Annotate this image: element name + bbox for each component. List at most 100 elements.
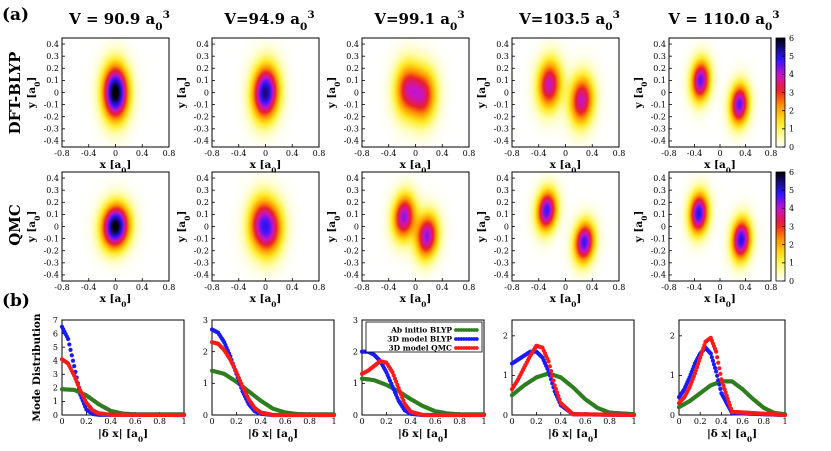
profile-xlabel: |δ x| [a0] [248, 428, 298, 444]
colorbar-tick-label: 6 [789, 34, 794, 43]
heatmap-ytick-label: -0.4 [44, 271, 59, 280]
heatmap-ytick-label: 0.2 [346, 64, 359, 73]
heatmap-ytick-label: 0 [204, 88, 209, 97]
heatmap-ytick-label: 0.1 [46, 76, 59, 85]
panel-label-a: (a) [2, 5, 29, 25]
heatmap-ytick-label: -0.2 [651, 113, 666, 122]
heatmap-xtick-label: 0.4 [739, 283, 752, 292]
heatmap-xtick-label: -0.8 [504, 283, 519, 292]
heatmap-ytick-label: 0.3 [196, 186, 209, 195]
profile-xtick-label: 0.2 [230, 417, 243, 426]
heatmap-ytick-label: -0.3 [651, 259, 666, 268]
heatmap-ytick-label: 0.4 [46, 40, 59, 49]
heatmap-ytick-label: 0.3 [196, 52, 209, 61]
heatmap-xtick-label: -0.8 [54, 283, 69, 292]
heatmap-ytick-label: -0.2 [651, 247, 666, 256]
heatmap-xtick-label: 0 [413, 283, 418, 292]
heatmap-xtick-label: 0 [113, 149, 118, 158]
heatmap-xtick-label: 0.8 [163, 149, 176, 158]
heatmap-xtick-label: 0.8 [765, 283, 778, 292]
heatmap-xtick-label: 0 [413, 149, 418, 158]
heatmap-image-2-2 [212, 172, 319, 281]
heatmap-xtick-label: 0.8 [463, 283, 476, 292]
profile-xlabel: |δ x| [a0] [398, 428, 448, 444]
profile-xtick-label: 1 [481, 417, 486, 426]
heatmap-xtick-label: 0.8 [463, 149, 476, 158]
heatmap-ytick-label: -0.3 [344, 259, 359, 268]
heatmap-xtick-label: -0.4 [381, 149, 396, 158]
heatmap-xtick-label: 0.4 [436, 283, 449, 292]
heatmap-xtick-label: -0.4 [231, 283, 246, 292]
heatmap-ylabel: y [a0] [633, 211, 649, 244]
profile-xtick-label: 1 [782, 417, 787, 426]
heatmap-ytick-label: -0.1 [494, 100, 509, 109]
profile-xtick-label: 0.4 [715, 417, 728, 426]
heatmap-ytick-label: 0.2 [46, 64, 59, 73]
heatmap-image-1-2 [212, 38, 319, 147]
heatmap-xlabel: x [a0] [704, 293, 736, 309]
profile-xtick-label: 0.6 [736, 417, 749, 426]
heatmap-ytick-label: -0.3 [494, 259, 509, 268]
profile-frame-1 [61, 319, 185, 416]
heatmap-ytick-label: 0.1 [653, 76, 666, 85]
heatmap-ytick-label: 0 [354, 222, 359, 231]
heatmap-ylabel: y [a0] [476, 211, 492, 244]
profile-xtick-label: 0.2 [530, 417, 543, 426]
profile-ytick-label: 0 [503, 411, 508, 420]
heatmap-ytick-label: 0.2 [496, 64, 509, 73]
heatmap-xtick-label: 0.4 [136, 283, 149, 292]
profile-ytick-label: 0 [203, 411, 208, 420]
heatmap-image-1-1 [62, 38, 169, 147]
heatmap-ytick-label: 0.3 [46, 186, 59, 195]
profile-xtick-label: 0 [359, 417, 364, 426]
heatmap-ytick-label: 0.4 [196, 174, 209, 183]
heatmap-ytick-label: 0.4 [346, 174, 359, 183]
heatmap-xtick-label: -0.8 [661, 149, 676, 158]
heatmap-ytick-label: 0.4 [46, 174, 59, 183]
heatmap-ytick-label: -0.3 [194, 125, 209, 134]
heatmap-xtick-label: 0.8 [765, 149, 778, 158]
heatmap-xtick-label: -0.8 [54, 149, 69, 158]
panel-label-b: (b) [2, 291, 30, 311]
heatmap-ylabel: y [a0] [476, 77, 492, 110]
heatmap-image-2-3 [362, 172, 469, 281]
heatmap-xtick-label: 0.4 [436, 149, 449, 158]
heatmap-ytick-label: -0.4 [344, 271, 359, 280]
heatmap-xtick-label: -0.8 [504, 149, 519, 158]
heatmap-ytick-label: 0 [661, 88, 666, 97]
profile-xlabel: |δ x| [a0] [548, 428, 598, 444]
colorbar-tick-label: 6 [789, 168, 794, 177]
series-3d-model-qmc-4 [509, 343, 637, 418]
profile-ytick-label: 0 [353, 411, 358, 420]
heatmap-ytick-label: 0 [204, 222, 209, 231]
legend-label-3: 3D model QMC [388, 344, 452, 353]
heatmap-xtick-label: 0.8 [163, 283, 176, 292]
colorbar-tick-label: 1 [789, 125, 794, 134]
heatmap-ytick-label: -0.2 [194, 113, 209, 122]
profile-xlabel: |δ x| [a0] [98, 428, 148, 444]
heatmap-ytick-label: -0.1 [651, 234, 666, 243]
heatmap-ytick-label: 0.3 [346, 52, 359, 61]
profile-xtick-label: 0.8 [153, 417, 166, 426]
heatmap-ytick-label: -0.2 [344, 247, 359, 256]
profile-xtick-label: 0.6 [579, 417, 592, 426]
profile-ytick-label: 1 [53, 397, 58, 406]
heatmap-xtick-label: -0.4 [687, 149, 702, 158]
heatmap-ytick-label: 0.3 [496, 186, 509, 195]
colorbar-tick-label: 4 [789, 70, 794, 79]
profile-xtick-label: 0.4 [104, 417, 117, 426]
heatmap-image-1-3 [362, 38, 469, 147]
heatmap-xtick-label: -0.8 [354, 283, 369, 292]
profile-xtick-label: 0.8 [303, 417, 316, 426]
heatmap-ytick-label: 0.4 [653, 174, 666, 183]
heatmap-ylabel: y [a0] [326, 211, 342, 244]
heatmap-xtick-label: 0.8 [613, 283, 626, 292]
heatmap-ytick-label: 0 [504, 222, 509, 231]
profile-ytick-label: 1 [203, 379, 208, 388]
colorbar-tick-label: 1 [789, 259, 794, 268]
heatmap-ytick-label: -0.3 [194, 259, 209, 268]
profile-xtick-label: 0.8 [453, 417, 466, 426]
heatmap-title-5: V = 110.0 a03 [667, 9, 779, 33]
profile-xtick-label: 0.6 [429, 417, 442, 426]
